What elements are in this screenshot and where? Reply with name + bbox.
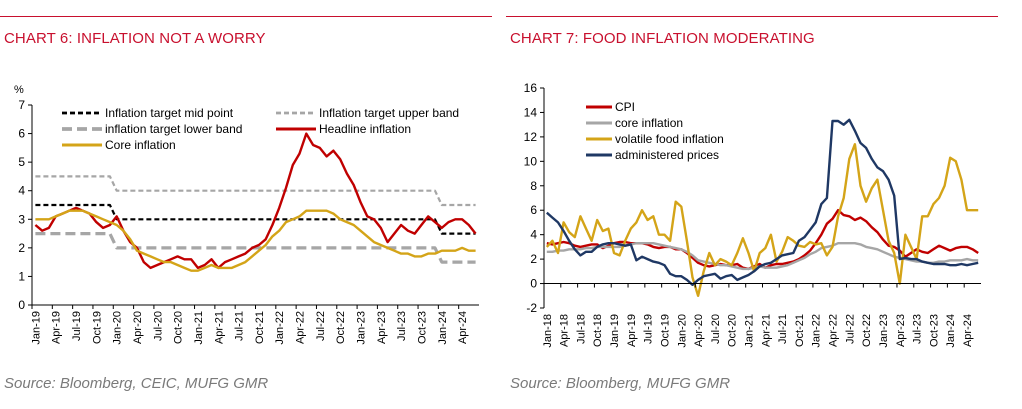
x-tick-label: Apr-24	[457, 311, 469, 344]
chart-7-title: CHART 7: FOOD INFLATION MODERATING	[510, 30, 815, 47]
y-tick-label: 16	[524, 81, 538, 95]
x-tick-label: Jul-21	[777, 314, 789, 344]
x-tick-label: Apr-23	[376, 311, 388, 344]
x-tick-label: Oct-20	[727, 314, 739, 347]
legend-label: Inflation target mid point	[105, 106, 234, 120]
y-tick-label: 14	[524, 105, 538, 119]
legend-label: Headline inflation	[319, 122, 411, 136]
x-tick-label: Jul-19	[71, 311, 83, 341]
x-tick-label: Oct-22	[861, 314, 873, 347]
chart-6-plot: % 0 1 2 3 4 5 6 7 Jan-19 Apr-19 Jul-19 Oct-19 Jan-20…	[14, 84, 479, 345]
y-tick-label: 2	[530, 252, 537, 266]
chart-7-plot: -2 0 2 4 6 8 10 12 14 16 Jan-18 Apr-18 Jul-18 Oct-18 J…	[524, 81, 981, 348]
x-tick-label: Oct-19	[659, 314, 671, 347]
series-line-0	[35, 203, 476, 235]
x-tick-label: Apr-19	[626, 314, 638, 347]
x-tick-label: Jan-19	[30, 311, 42, 345]
series-line-4	[35, 209, 476, 272]
y-tick-label: 8	[530, 179, 537, 193]
x-tick-label: Jan-22	[274, 311, 286, 345]
y-tick-label: 1	[18, 269, 25, 283]
x-tick-label: Oct-22	[335, 311, 347, 344]
y-tick-label: 0	[530, 277, 537, 291]
x-tick-label: Oct-18	[592, 314, 604, 347]
series-line-2	[35, 232, 476, 264]
y-tick-label: 5	[18, 155, 25, 169]
x-tick-label: Jan-20	[676, 314, 688, 348]
x-tick-label: Jan-24	[437, 311, 449, 345]
x-tick-label: Oct-23	[928, 314, 940, 347]
legend-label: Core inflation	[105, 138, 176, 152]
x-tick-label: Apr-21	[213, 311, 225, 344]
series-line-3	[546, 118, 979, 286]
x-tick-label: Apr-21	[760, 314, 772, 347]
chart-7-source: Source: Bloomberg, MUFG GMR	[510, 375, 731, 392]
x-tick-label: Oct-20	[173, 311, 185, 344]
y-tick-label: -2	[526, 301, 537, 315]
y-tick-label: 6	[530, 203, 537, 217]
chart-6-source: Source: Bloomberg, CEIC, MUFG GMR	[4, 375, 269, 392]
x-tick-label: Jul-19	[643, 314, 655, 344]
x-tick-label: Jul-20	[152, 311, 164, 341]
x-tick-label: Jan-18	[542, 314, 554, 348]
x-tick-label: Jul-23	[912, 314, 924, 344]
x-tick-label: Jul-23	[396, 311, 408, 341]
legend-label: inflation target lower band	[105, 122, 242, 136]
x-tick-label: Jan-24	[945, 314, 957, 348]
legend-label: CPI	[615, 100, 635, 114]
legend-label: Inflation target upper band	[319, 106, 459, 120]
series-line-3	[34, 132, 477, 270]
x-tick-label: Apr-20	[132, 311, 144, 344]
y-tick-label: 10	[524, 154, 538, 168]
y-axis-unit-label: %	[14, 84, 24, 96]
y-tick-label: 7	[18, 98, 25, 112]
x-tick-label: Apr-24	[962, 314, 974, 347]
series-line-2	[545, 142, 979, 297]
x-tick-label: Jan-23	[355, 311, 367, 345]
x-tick-label: Jan-23	[878, 314, 890, 348]
legend-label: administered prices	[615, 148, 719, 162]
y-tick-label: 12	[524, 130, 538, 144]
title-rule	[506, 16, 998, 17]
x-tick-label: Oct-21	[254, 311, 266, 344]
x-tick-label: Oct-23	[416, 311, 428, 344]
x-tick-label: Apr-22	[828, 314, 840, 347]
title-rule	[0, 16, 492, 17]
x-tick-label: Jan-19	[609, 314, 621, 348]
x-tick-label: Apr-20	[693, 314, 705, 347]
x-tick-label: Jul-20	[710, 314, 722, 344]
x-tick-label: Apr-23	[895, 314, 907, 347]
x-tick-label: Oct-19	[91, 311, 103, 344]
chart-6-title: CHART 6: INFLATION NOT A WORRY	[4, 30, 266, 47]
x-tick-label: Jan-21	[743, 314, 755, 348]
y-tick-label: 4	[18, 184, 25, 198]
chart-6-panel: CHART 6: INFLATION NOT A WORRY % 0 1 2 3 4 5 6…	[0, 0, 500, 409]
x-tick-label: Oct-21	[794, 314, 806, 347]
x-tick-label: Apr-18	[559, 314, 571, 347]
y-tick-label: 4	[530, 228, 537, 242]
x-tick-label: Jan-21	[193, 311, 205, 345]
legend-label: volatile food inflation	[615, 132, 724, 146]
y-tick-label: 3	[18, 212, 25, 226]
legend-label: core inflation	[615, 116, 683, 130]
x-tick-label: Apr-22	[295, 311, 307, 344]
y-tick-label: 2	[18, 241, 25, 255]
x-tick-label: Jul-21	[234, 311, 246, 341]
x-tick-label: Jul-22	[315, 311, 327, 341]
x-tick-label: Jan-20	[112, 311, 124, 345]
x-tick-label: Jan-22	[811, 314, 823, 348]
chart-7-panel: CHART 7: FOOD INFLATION MODERATING -2 0 2 4…	[506, 0, 1006, 409]
y-tick-label: 0	[18, 298, 25, 312]
x-tick-label: Jul-18	[575, 314, 587, 344]
y-tick-label: 6	[18, 127, 25, 141]
x-tick-label: Jul-22	[844, 314, 856, 344]
x-tick-label: Apr-19	[51, 311, 63, 344]
series-line-1	[35, 175, 476, 207]
